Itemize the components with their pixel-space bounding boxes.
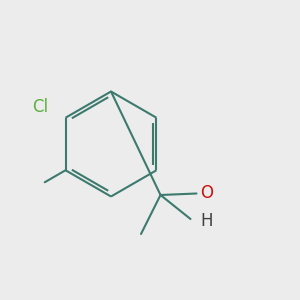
- Text: H: H: [200, 212, 213, 230]
- Text: Cl: Cl: [32, 98, 49, 116]
- Text: O: O: [200, 184, 213, 202]
